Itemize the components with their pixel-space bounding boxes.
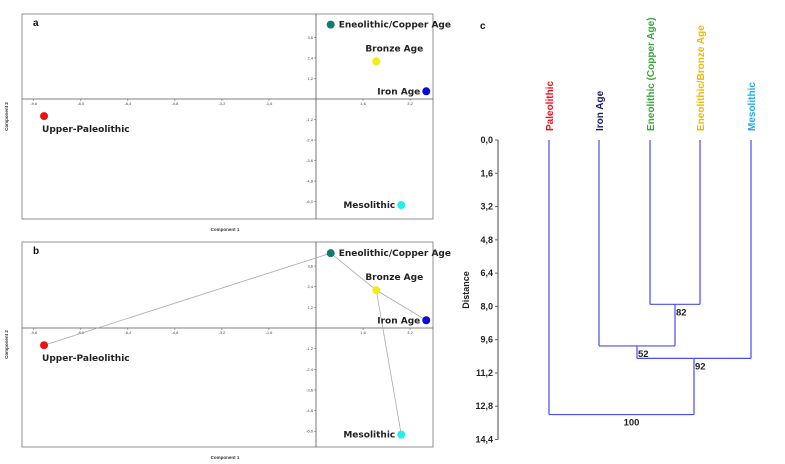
point-label: Bronze Age — [365, 273, 423, 283]
bootstrap-support-label: 82 — [676, 307, 687, 318]
y-tick-label: -1,2 — [306, 117, 314, 122]
y-tick-label: 14,4 — [475, 435, 493, 445]
point-label: Upper-Paleolithic — [42, 354, 130, 364]
y-tick-label: -3,6 — [306, 387, 314, 392]
data-point — [422, 316, 431, 325]
x-tick-label: -9,6 — [30, 330, 38, 335]
x-tick-label: -1,6 — [266, 330, 274, 335]
y-tick-label: 3,6 — [307, 264, 313, 269]
leaf-label: Mesolithic — [747, 82, 758, 131]
x-tick-label: -1,6 — [266, 101, 274, 106]
mst-edge — [43, 252, 331, 346]
point-label: Upper-Paleolithic — [42, 125, 130, 135]
panel-label: a — [33, 18, 39, 29]
y-tick-label: 1,2 — [307, 305, 313, 310]
data-point — [326, 20, 335, 29]
leaf-label: Paleolithic — [545, 81, 556, 131]
y-tick-label: 6,4 — [480, 268, 493, 278]
y-tick-label: -3,6 — [306, 158, 314, 163]
data-point — [422, 87, 431, 96]
x-axis-title: Component 1 — [211, 227, 240, 232]
y-tick-label: -2,4 — [306, 138, 314, 143]
data-point — [40, 112, 49, 121]
pca-plot-b: -9,6 -8,0 -6,4 -4,8 -3,2 -1,6 1,6 3,2 3,6 2,4 1,2 -… — [4, 241, 451, 460]
y-axis-title: Component 2 — [4, 330, 9, 359]
y-tick-label: -1,2 — [306, 346, 314, 351]
x-tick-label: -6,4 — [124, 330, 132, 335]
y-tick-label: 9,6 — [480, 335, 493, 345]
point-label: Bronze Age — [365, 44, 423, 54]
y-tick-label: -4,8 — [306, 179, 314, 184]
y-tick-label: -2,4 — [306, 367, 314, 372]
y-tick-label: 11,2 — [476, 368, 493, 378]
x-tick-label: -4,8 — [171, 330, 179, 335]
plot-frame — [21, 13, 434, 220]
y-tick-label: -6,0 — [306, 199, 314, 204]
y-tick-label: 3,2 — [480, 202, 493, 212]
mst-edge — [375, 290, 402, 435]
y-axis-title: Component 2 — [4, 102, 9, 131]
data-point — [326, 249, 335, 258]
panel-label: b — [33, 246, 39, 257]
bootstrap-support-label: 92 — [695, 361, 706, 372]
x-tick-label: -8,0 — [77, 330, 85, 335]
leaf-label: Eneolithic (Copper Age) — [646, 17, 657, 131]
leaf-label: Eneolithic/Bronze Age — [696, 25, 707, 131]
x-tick-label: -6,4 — [124, 101, 132, 106]
x-axis-title: Component 1 — [211, 455, 240, 460]
x-tick-label: -8,0 — [77, 101, 85, 106]
leaf-label: Iron Age — [595, 90, 606, 131]
point-label: Mesolithic — [343, 431, 395, 441]
bootstrap-support-label: 52 — [638, 349, 649, 360]
mst-edge — [376, 289, 427, 321]
y-tick-label: 3,6 — [307, 35, 313, 40]
y-tick-label: 1,2 — [307, 76, 313, 81]
x-tick-label: 3,2 — [407, 101, 413, 106]
x-tick-label: -3,2 — [218, 330, 226, 335]
y-tick-label: -6,0 — [306, 429, 314, 434]
y-tick-label: 1,6 — [480, 168, 493, 178]
y-tick-label: 2,4 — [307, 55, 313, 60]
data-point — [40, 341, 49, 350]
data-point — [397, 201, 406, 210]
point-label: Eneolithic/Copper Age — [339, 249, 451, 259]
dendrogram-c: c 0,0 1,6 3,2 4,8 6,4 8,0 9,6 11,2 12,8 14,4 Distan… — [461, 17, 758, 444]
x-tick-label: 1,6 — [360, 101, 366, 106]
data-point — [397, 430, 406, 439]
pca-plot-a: -9,6 -8,0 -6,4 -4,8 -3,2 -1,6 1,6 3,2 3,6 2,4 1,2 -… — [4, 13, 451, 232]
y-tick-label: 0,0 — [480, 135, 493, 145]
mst-edge — [330, 252, 377, 291]
point-label: Iron Age — [377, 316, 420, 326]
y-axis-title: Distance — [461, 271, 471, 309]
point-label: Mesolithic — [343, 201, 395, 211]
x-tick-label: 3,2 — [407, 330, 413, 335]
y-tick-label: 2,4 — [307, 284, 313, 289]
x-tick-label: -3,2 — [218, 101, 226, 106]
data-point — [372, 286, 381, 295]
data-point — [372, 57, 381, 66]
y-tick-label: 8,0 — [480, 301, 493, 311]
x-tick-label: 1,6 — [360, 330, 366, 335]
y-tick-label: 4,8 — [480, 235, 493, 245]
point-label: Iron Age — [377, 87, 420, 97]
point-label: Eneolithic/Copper Age — [339, 21, 451, 31]
y-tick-label: 12,8 — [475, 401, 493, 411]
panel-label: c — [480, 21, 486, 32]
bootstrap-support-label: 100 — [624, 418, 640, 429]
y-tick-label: -4,8 — [306, 408, 314, 413]
x-tick-label: -4,8 — [171, 101, 179, 106]
plot-frame — [21, 241, 434, 448]
x-tick-label: -9,6 — [30, 101, 38, 106]
